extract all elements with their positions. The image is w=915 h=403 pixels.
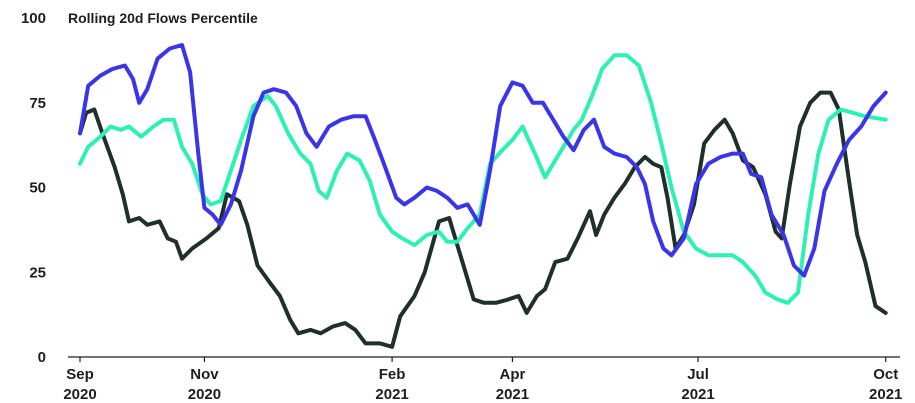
y-axis-tick-labels: 0 25 50 75 100 <box>21 10 46 366</box>
x-tick-label: 2021 <box>496 386 529 403</box>
y-tick-label: 50 <box>29 180 46 197</box>
series-line-3 <box>78 43 888 278</box>
y-tick-label: 100 <box>21 10 46 27</box>
x-axis-ticks: Sep 2020 Nov 2020 Feb 2021 Apr 2021 Jul 2021 Oct 20… <box>63 357 902 403</box>
y-tick-label: 25 <box>29 264 46 281</box>
y-tick-label: 0 <box>38 349 46 366</box>
x-tick-label: Feb <box>379 366 406 383</box>
x-tick-label: Oct <box>873 366 898 383</box>
x-tick-label: Jul <box>687 366 709 383</box>
x-tick-label: 2021 <box>681 386 714 403</box>
y-tick-label: 75 <box>29 95 46 112</box>
x-tick-label: Nov <box>190 366 219 383</box>
x-tick-label: Apr <box>500 366 526 383</box>
x-tick-label: 2020 <box>63 386 96 403</box>
x-tick-label: 2020 <box>188 386 221 403</box>
x-tick-label: 2021 <box>869 386 902 403</box>
series-lines <box>78 43 888 349</box>
chart-title: Rolling 20d Flows Percentile <box>68 10 258 26</box>
x-tick-label: 2021 <box>375 386 408 403</box>
x-tick-label: Sep <box>66 366 94 383</box>
series-line-1 <box>78 90 888 349</box>
